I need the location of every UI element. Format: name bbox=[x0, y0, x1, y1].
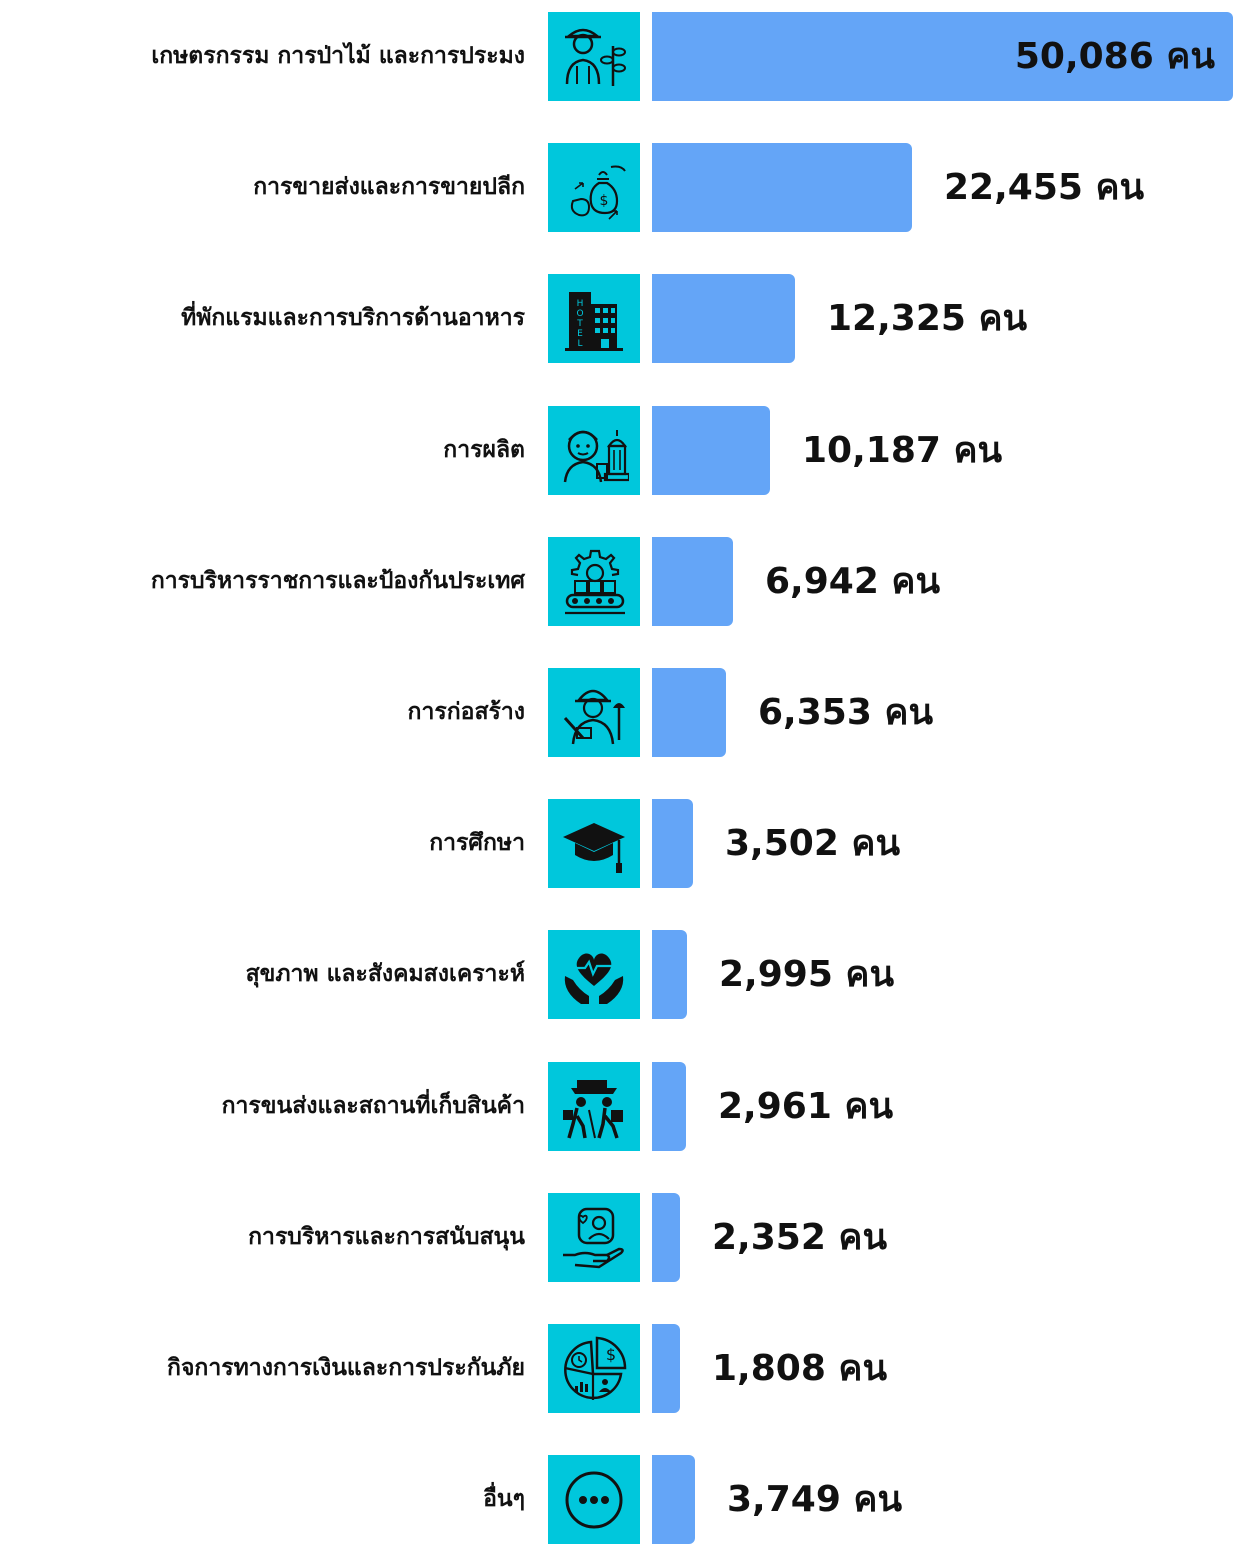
svg-text:$: $ bbox=[600, 193, 609, 209]
bar bbox=[652, 1193, 680, 1282]
value-label: 3,502 คน bbox=[725, 823, 901, 864]
category-label: การก่อสร้าง bbox=[407, 699, 525, 725]
category-label: อื่นๆ bbox=[483, 1486, 525, 1512]
svg-text:O: O bbox=[576, 309, 583, 319]
bar bbox=[652, 668, 726, 757]
bar bbox=[652, 12, 1233, 101]
graduation-cap-icon bbox=[548, 799, 640, 888]
svg-text:H: H bbox=[577, 299, 584, 309]
money-bag-exchange-icon: $ bbox=[548, 143, 640, 232]
category-label: กิจการทางการเงินและการประกันภัย bbox=[167, 1355, 525, 1381]
chart-row: การบริหารและการสนับสนุน 2,352 คน bbox=[0, 1193, 1251, 1282]
bar bbox=[652, 143, 912, 232]
category-label: การขายส่งและการขายปลีก bbox=[253, 174, 525, 200]
bar bbox=[652, 406, 770, 495]
more-dots-icon bbox=[548, 1455, 640, 1544]
bar bbox=[652, 1062, 686, 1151]
bar bbox=[652, 799, 693, 888]
chart-row: ที่พักแรมและการบริการด้านอาหาร H O T E L 12,32… bbox=[0, 274, 1251, 363]
chart-row: การก่อสร้าง 6,353 คน bbox=[0, 668, 1251, 757]
category-label: การบริหารและการสนับสนุน bbox=[248, 1224, 525, 1250]
value-label: 2,961 คน bbox=[718, 1086, 894, 1127]
category-label: สุขภาพ และสังคมสงเคราะห์ bbox=[245, 961, 525, 987]
support-hand-profile-icon bbox=[548, 1193, 640, 1282]
bar bbox=[652, 1324, 680, 1413]
bar bbox=[652, 537, 733, 626]
factory-worker-icon bbox=[548, 406, 640, 495]
category-label: ที่พักแรมและการบริการด้านอาหาร bbox=[181, 305, 525, 331]
value-label: 22,455 คน bbox=[944, 167, 1145, 208]
value-label: 50,086 คน bbox=[1014, 36, 1215, 77]
value-label: 6,942 คน bbox=[765, 561, 941, 602]
category-label: เกษตรกรรม การป่าไม้ และการประมง bbox=[151, 43, 525, 69]
svg-text:T: T bbox=[576, 319, 583, 329]
value-label: 6,353 คน bbox=[758, 692, 934, 733]
svg-text:L: L bbox=[577, 339, 582, 349]
category-label: การศึกษา bbox=[429, 830, 525, 856]
farmer-icon bbox=[548, 12, 640, 101]
finance-pie-icon: $ bbox=[548, 1324, 640, 1413]
chart-row: เกษตรกรรม การป่าไม้ และการประมง 50,086 คน bbox=[0, 12, 1251, 101]
category-label: การขนส่งและสถานที่เก็บสินค้า bbox=[221, 1093, 525, 1119]
chart-row: สุขภาพ และสังคมสงเคราะห์ 2,995 คน bbox=[0, 930, 1251, 1019]
chart-row: กิจการทางการเงินและการประกันภัย $1,808 คน bbox=[0, 1324, 1251, 1413]
chart-row: อื่นๆ 3,749 คน bbox=[0, 1455, 1251, 1544]
chart-row: การศึกษา 3,502 คน bbox=[0, 799, 1251, 888]
chart-row: การผลิต 10,187 คน bbox=[0, 406, 1251, 495]
value-label: 10,187 คน bbox=[802, 430, 1003, 471]
chart-row: การขนส่งและสถานที่เก็บสินค้า 2,961 คน bbox=[0, 1062, 1251, 1151]
value-label: 3,749 คน bbox=[727, 1479, 903, 1520]
heart-hands-icon bbox=[548, 930, 640, 1019]
construction-worker-icon bbox=[548, 668, 640, 757]
category-label: การผลิต bbox=[443, 437, 525, 463]
value-label: 2,995 คน bbox=[719, 954, 895, 995]
value-label: 2,352 คน bbox=[712, 1217, 888, 1258]
value-label: 1,808 คน bbox=[712, 1348, 888, 1389]
svg-text:$: $ bbox=[606, 1345, 616, 1364]
chart-row: การขายส่งและการขายปลีก $22,455 คน bbox=[0, 143, 1251, 232]
bar bbox=[652, 274, 795, 363]
category-label: การบริหารราชการและป้องกันประเทศ bbox=[150, 568, 525, 594]
chart-row: การบริหารราชการและป้องกันประเทศ 6,942 คน bbox=[0, 537, 1251, 626]
bar bbox=[652, 1455, 695, 1544]
delivery-workers-icon bbox=[548, 1062, 640, 1151]
bar bbox=[652, 930, 687, 1019]
svg-text:E: E bbox=[577, 329, 583, 339]
conveyor-gear-icon bbox=[548, 537, 640, 626]
value-label: 12,325 คน bbox=[827, 298, 1028, 339]
